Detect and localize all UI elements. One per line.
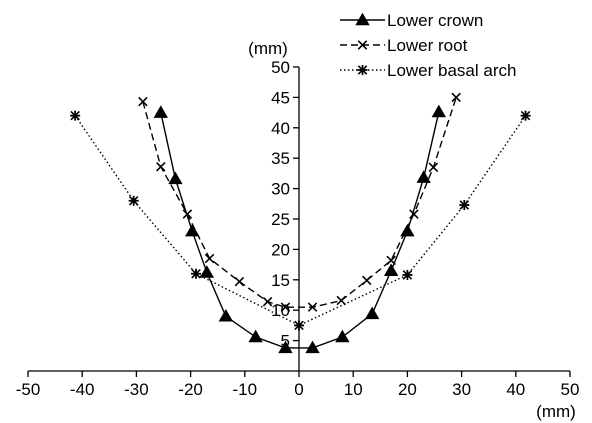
- x-tick-label: 20: [398, 380, 417, 399]
- legend: Lower crown Lower root Lower basal arch: [340, 11, 516, 80]
- marker-x: [156, 161, 166, 172]
- series-lower-crown: [153, 104, 447, 354]
- y-tick-label: 45: [271, 88, 290, 107]
- marker-x: [451, 92, 461, 103]
- marker-triangle: [218, 308, 234, 322]
- y-tick-label: 50: [271, 58, 290, 77]
- marker-triangle: [199, 265, 215, 278]
- y-tick-label: 25: [271, 210, 290, 229]
- marker-asterisk: [402, 269, 413, 280]
- x-tick-label: -50: [16, 380, 41, 399]
- marker-x: [428, 162, 439, 173]
- marker-asterisk: [191, 268, 202, 279]
- x-axis-unit: (mm): [536, 402, 576, 421]
- y-tick-label: 30: [271, 180, 290, 199]
- marker-asterisk: [294, 320, 304, 331]
- marker-x: [234, 276, 245, 287]
- marker-triangle: [168, 171, 183, 185]
- series-lower-root: [138, 92, 461, 312]
- marker-x: [336, 295, 347, 306]
- legend-label: Lower basal arch: [387, 61, 516, 80]
- y-tick-label: 10: [271, 301, 290, 320]
- marker-x: [138, 96, 148, 107]
- y-axis-unit: (mm): [248, 39, 288, 58]
- marker-triangle: [185, 223, 200, 237]
- x-tick-label: 50: [561, 380, 580, 399]
- x-tick-label: -30: [124, 380, 149, 399]
- series-line: [74, 115, 527, 327]
- marker-x: [307, 302, 318, 312]
- marker-asterisk: [357, 65, 368, 75]
- legend-item: Lower basal arch: [340, 61, 516, 80]
- marker-asterisk: [128, 195, 139, 206]
- marker-x: [280, 302, 291, 312]
- marker-triangle: [416, 170, 431, 183]
- marker-triangle: [383, 263, 399, 276]
- marker-asterisk: [520, 110, 531, 121]
- y-tick-label: 35: [271, 149, 290, 168]
- x-tick-label: -10: [233, 380, 258, 399]
- marker-x: [409, 209, 419, 219]
- series-line: [142, 97, 457, 308]
- marker-triangle: [153, 105, 168, 118]
- marker-x: [386, 255, 396, 266]
- axes: -50-40-30-20-100102030405051015202530354…: [16, 58, 580, 399]
- x-tick-label: 40: [506, 380, 525, 399]
- marker-asterisk: [459, 200, 470, 211]
- marker-x: [361, 275, 372, 286]
- marker-triangle: [278, 340, 293, 354]
- x-tick-label: -20: [178, 380, 203, 399]
- marker-triangle: [335, 329, 350, 343]
- marker-triangle: [305, 340, 320, 354]
- marker-x: [357, 40, 368, 50]
- legend-label: Lower crown: [387, 11, 483, 30]
- series-layer: [70, 92, 531, 354]
- marker-x: [182, 209, 193, 219]
- y-tick-label: 40: [271, 119, 290, 138]
- x-tick-label: 10: [344, 380, 363, 399]
- marker-x: [262, 296, 273, 307]
- y-tick-label: 15: [271, 271, 290, 290]
- x-tick-label: 30: [452, 380, 471, 399]
- x-tick-label: 0: [294, 380, 303, 399]
- marker-triangle: [248, 329, 263, 343]
- legend-item: Lower root: [340, 36, 468, 55]
- legend-item: Lower crown: [340, 11, 483, 30]
- x-tick-label: -40: [70, 380, 95, 399]
- marker-triangle: [355, 12, 370, 26]
- y-tick-label: 20: [271, 240, 290, 259]
- series-line: [160, 111, 440, 349]
- marker-x: [204, 253, 215, 264]
- marker-triangle: [431, 104, 447, 118]
- marker-asterisk: [70, 110, 81, 121]
- legend-label: Lower root: [387, 36, 468, 55]
- marker-triangle: [364, 306, 380, 320]
- series-lower-basal-arch: [70, 110, 531, 331]
